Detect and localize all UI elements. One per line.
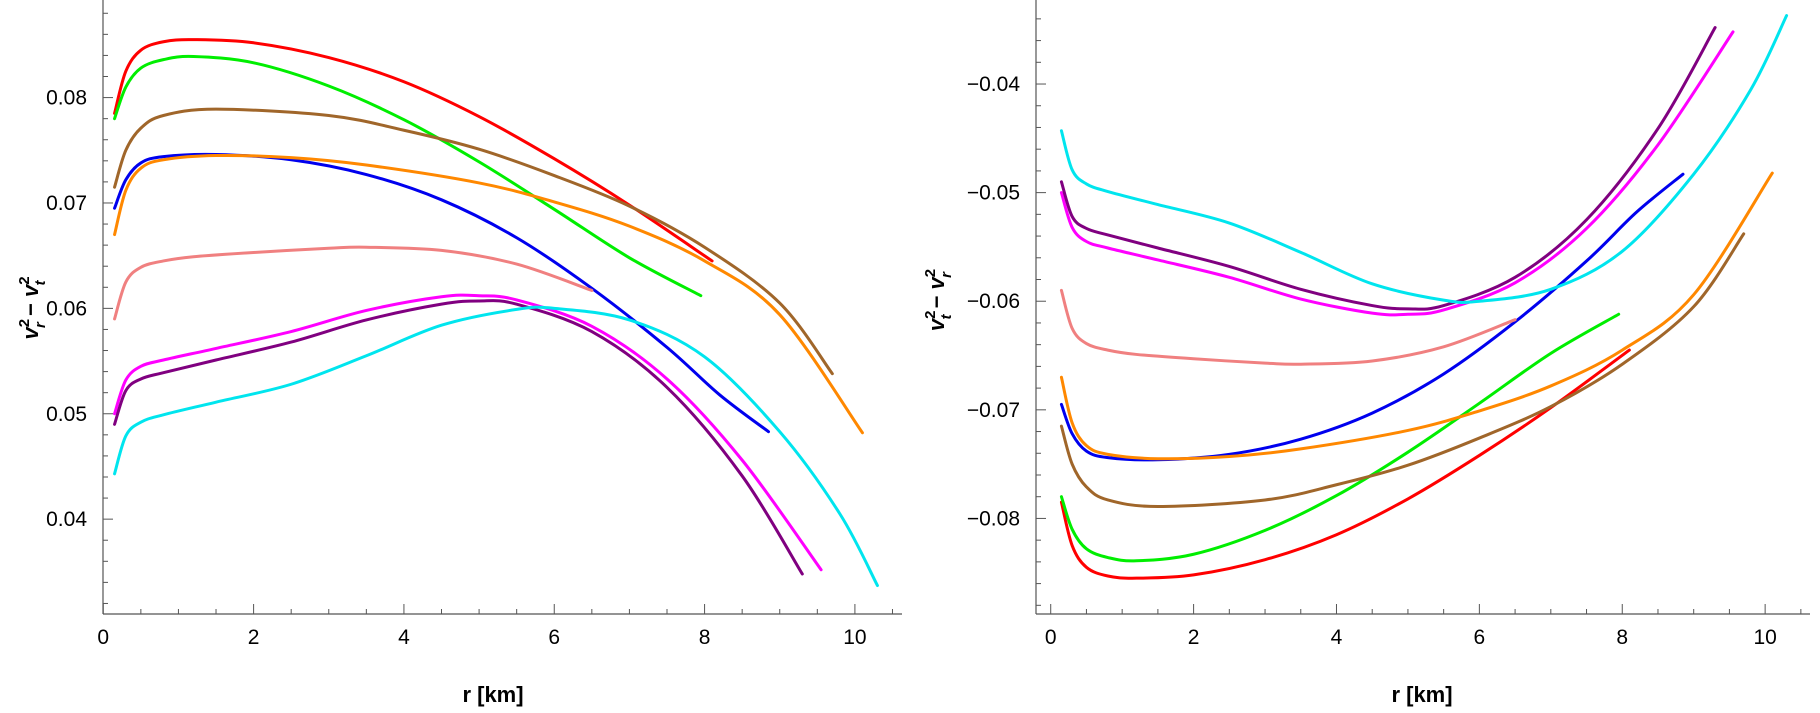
series-line-6 [113, 245, 594, 321]
y-title-minus: − [924, 289, 949, 314]
series-line-6 [1059, 288, 1517, 366]
series-line-1 [113, 38, 714, 263]
y-title-subscript: t [938, 314, 955, 320]
x-tick-label: 4 [398, 626, 410, 649]
x-tick-label: 8 [1616, 626, 1628, 649]
y-title-subscript: r [938, 271, 955, 278]
y-tick-label: −0.06 [967, 290, 1020, 313]
y-title-superscript: 2 [922, 311, 939, 319]
y-tick-label: 0.07 [46, 192, 87, 215]
x-tick-label: 2 [248, 626, 260, 649]
x-tick-label: 6 [548, 626, 560, 649]
y-tick-label: −0.08 [967, 507, 1020, 530]
y-title-superscript: 2 [922, 269, 939, 277]
x-axis-title: r [km] [1391, 682, 1452, 707]
x-tick-label: 10 [1753, 626, 1776, 649]
series-line-1 [1059, 348, 1631, 580]
series-line-8 [1059, 26, 1717, 311]
series-line-3 [113, 107, 834, 376]
y-title-superscript: 2 [16, 276, 33, 284]
y-tick-label: 0.06 [46, 297, 87, 320]
y-axis-title: v2r − v2t [16, 276, 49, 339]
x-tick-label: 10 [843, 626, 866, 649]
y-title-minus: − [18, 297, 43, 322]
series-line-7 [1059, 30, 1735, 317]
series-line-4 [1059, 172, 1685, 462]
series-line-9 [1059, 14, 1789, 304]
x-tick-label: 8 [699, 626, 711, 649]
x-tick-label: 6 [1474, 626, 1486, 649]
chart-panel-1: 0 2 4 6 8 100.040.050.060.070.08r [km]v2r − v… [16, 0, 902, 707]
y-tick-label: 0.04 [46, 508, 87, 531]
y-tick-label: −0.04 [967, 73, 1020, 96]
y-axis-title: v2t − v2r [922, 269, 955, 331]
chart-panel-2: 0 2 4 6 8 10−0.08−0.07−0.06−0.05−0.04r [km]v2… [922, 0, 1810, 707]
series-line-2 [113, 54, 703, 298]
x-tick-label: 4 [1331, 626, 1343, 649]
series-line-5 [113, 153, 864, 435]
series-line-4 [113, 152, 770, 434]
y-title-symbol: v [924, 317, 949, 331]
series-line-5 [1059, 171, 1774, 461]
y-title-symbol: v [924, 275, 949, 289]
x-tick-label: 0 [97, 626, 109, 649]
series-line-3 [1059, 232, 1746, 508]
y-title-subscript: r [32, 321, 49, 328]
x-axis-title: r [km] [462, 682, 523, 707]
x-tick-label: 0 [1045, 626, 1057, 649]
y-tick-label: −0.05 [967, 182, 1020, 205]
y-title-symbol: v [18, 326, 43, 340]
y-title-subscript: t [32, 279, 49, 285]
series-line-8 [113, 299, 804, 576]
y-title-superscript: 2 [16, 319, 33, 327]
y-tick-label: −0.07 [967, 399, 1020, 422]
y-title-symbol: v [18, 283, 43, 297]
y-tick-label: 0.05 [46, 403, 87, 426]
x-tick-label: 2 [1188, 626, 1200, 649]
series-line-7 [113, 293, 823, 572]
series-line-2 [1059, 312, 1621, 563]
y-tick-label: 0.08 [46, 87, 87, 110]
series-line-9 [113, 305, 879, 588]
